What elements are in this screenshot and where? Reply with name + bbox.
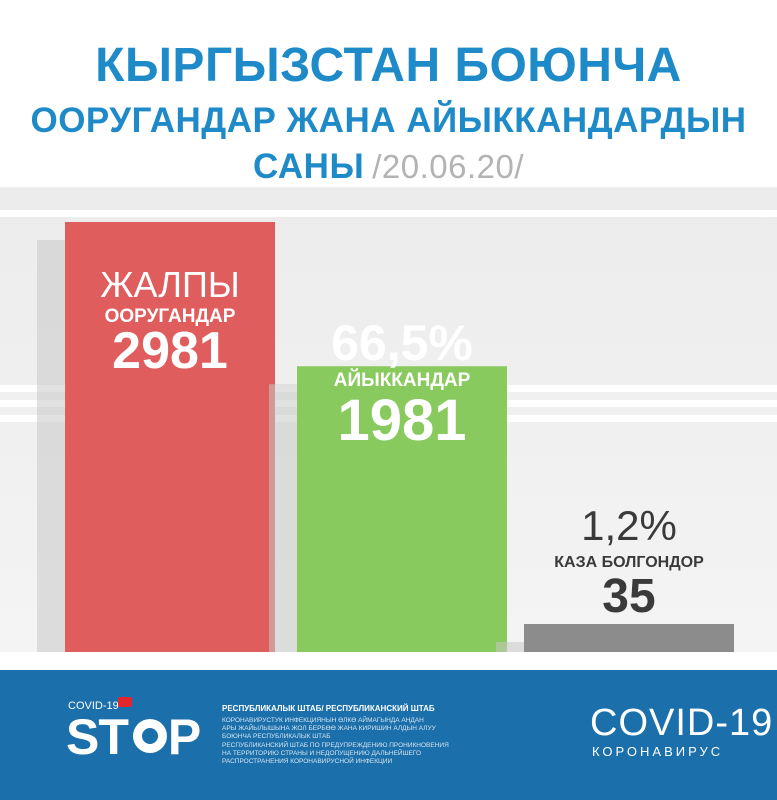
bar-shadow — [496, 642, 524, 652]
info-line: РАСПРОСТРАНЕНИЯ КОРОНАВИРУСНОЙ ИНФЕКЦИИ — [222, 758, 393, 765]
bar-1 — [297, 366, 507, 652]
bar-value-label: 2981 — [112, 322, 228, 380]
bar-2 — [524, 624, 734, 652]
bg-stripe — [0, 210, 777, 217]
bar-0 — [65, 222, 275, 652]
bar-percent-label: 1,2% — [581, 502, 677, 549]
date-label: /20.06.20/ — [372, 148, 525, 185]
bar-label-subcategory: АЙЫККАНДАР — [334, 369, 471, 391]
bar-value-label: 1981 — [337, 388, 466, 453]
info-line: НА ТЕРРИТОРИЮ СТРАНЫ И НЕДОПУЩЕНИЮ ДАЛЬН… — [222, 750, 422, 757]
info-line: КОРОНАВИРУСТУК ИНФЕКЦИЯНЫН ӨЛКӨ АЙМАГЫНД… — [222, 717, 424, 724]
logo-covid-label: COVID-19 — [68, 700, 119, 712]
covid-label: COVID-19 — [590, 702, 774, 744]
title-line-3: САНЫ/20.06.20/ — [0, 146, 777, 188]
bar-shadow — [37, 240, 65, 652]
footer-band — [0, 670, 777, 800]
stop-logo: ST P — [66, 708, 201, 766]
bar-label-subcategory: ООРУГАНДАР — [105, 306, 236, 327]
title-line-1: КЫРГЫЗСТАН БОЮНЧА — [95, 39, 682, 92]
info-line: РЕСПУБЛИКАНСКИЙ ШТАБ ПО ПРЕДУПРЕЖДЕНИЮ П… — [222, 742, 449, 749]
bar-shadow — [269, 384, 297, 652]
virus-icon — [133, 719, 167, 753]
flag-icon — [118, 697, 132, 707]
bar-label-subcategory: КАЗА БОЛГОНДОР — [554, 554, 704, 571]
corona-label: КОРОНАВИРУС — [592, 744, 724, 759]
title-line-3-text: САНЫ — [252, 147, 365, 186]
stop-logo-start: ST — [66, 709, 129, 765]
info-line: БОЮНЧА РЕСПУБЛИКАЛЫК ШТАБ — [222, 733, 331, 740]
headquarters-title: РЕСПУБЛИКАЛЫК ШТАБ/ РЕСПУБЛИКАНСКИЙ ШТАБ — [222, 704, 435, 713]
bar-label-category: ЖАЛПЫ — [100, 264, 239, 305]
bar-value-label: 35 — [602, 570, 655, 623]
title-line-2: ООРУГАНДАР ЖАНА АЙЫККАНДАРДЫН — [30, 101, 747, 140]
bar-percent-label: 66,5% — [331, 315, 473, 371]
info-line: АРЫ ЖАЙЫЛЫШЫНА ЖОЛ БЕРБӨӨ ЖАНА КИРИШИН А… — [222, 725, 436, 732]
stop-logo-end: P — [167, 709, 201, 765]
